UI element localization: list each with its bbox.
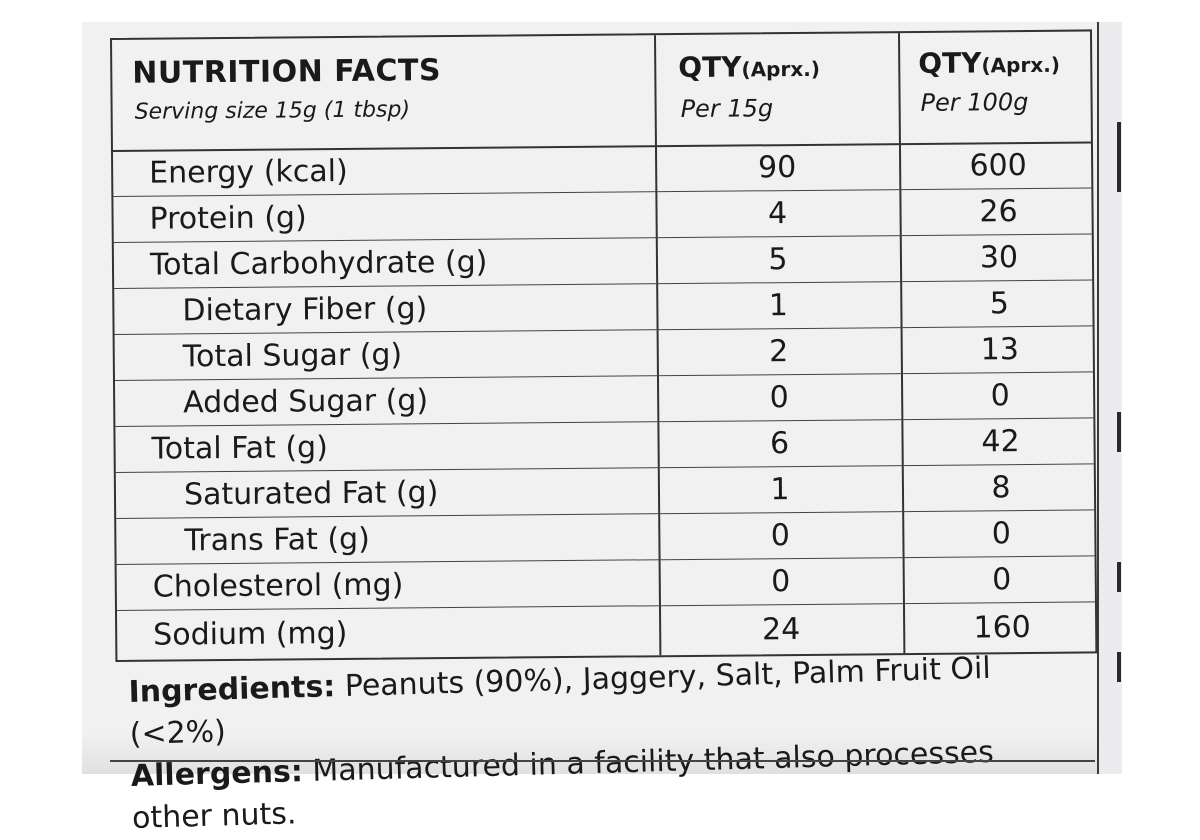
value-per-100g: 42	[981, 423, 1020, 459]
nutrient-name: Added Sugar (g)	[183, 382, 429, 420]
nutrient-name: Energy (kcal)	[149, 153, 348, 191]
table-header: NUTRITION FACTS Serving size 15g (1 tbsp…	[112, 31, 1091, 152]
value-per-100g: 0	[991, 515, 1012, 551]
value-per-100g: 600	[969, 147, 1027, 184]
nutrient-name: Trans Fat (g)	[184, 521, 370, 558]
value-per-100g: 0	[992, 561, 1012, 597]
value-per-100g: 8	[991, 469, 1011, 505]
nutrient-name: Sodium (mg)	[153, 615, 348, 653]
value-per-15g: 24	[761, 611, 801, 647]
value-per-15g: 1	[770, 471, 790, 507]
value-per-15g: 6	[769, 425, 790, 461]
serving-size: Serving size 15g (1 tbsp)	[134, 97, 411, 125]
qty-note: (Aprx.)	[981, 52, 1060, 78]
column-subheader-per-15g: Per 15g	[680, 94, 774, 124]
qty-label: QTY	[678, 50, 742, 85]
column-header-per-100g: QTY(Aprx.)	[918, 46, 1060, 80]
value-per-100g: 0	[990, 377, 1010, 413]
ingredients-label: Ingredients:	[128, 669, 336, 710]
nutrient-name: Total Sugar (g)	[182, 336, 403, 374]
nutrient-name: Dietary Fiber (g)	[182, 290, 428, 328]
label-footer: Ingredients: Peanuts (90%), Jaggery, Sal…	[128, 646, 1072, 840]
label-sheet	[82, 22, 1120, 774]
nutrient-name: Saturated Fat (g)	[183, 474, 439, 512]
value-per-100g: 26	[979, 193, 1018, 229]
value-per-15g: 90	[757, 149, 797, 185]
value-per-100g: 13	[980, 331, 1019, 367]
nutrient-name: Total Fat (g)	[151, 429, 328, 467]
adjacent-label-edge	[1097, 22, 1122, 774]
value-per-100g: 160	[973, 609, 1031, 645]
qty-note: (Aprx.)	[741, 56, 821, 82]
value-per-15g: 4	[767, 195, 788, 231]
value-per-100g: 5	[989, 285, 1010, 321]
column-subheader-per-100g: Per 100g	[920, 87, 1029, 117]
column-header-per-serving: QTY(Aprx.)	[678, 50, 820, 84]
value-per-15g: 0	[770, 517, 791, 553]
value-per-15g: 1	[768, 287, 789, 323]
value-per-15g: 5	[768, 241, 788, 277]
nutrient-name: Protein (g)	[149, 199, 307, 237]
nutrition-facts-table: NUTRITION FACTS Serving size 15g (1 tbsp…	[110, 29, 1098, 662]
nutrient-name: Cholesterol (mg)	[152, 566, 404, 605]
value-per-15g: 0	[769, 379, 789, 415]
qty-label: QTY	[918, 46, 982, 80]
value-per-15g: 2	[769, 333, 789, 369]
nutrient-name: Total Carbohydrate (g)	[149, 244, 488, 283]
value-per-15g: 0	[771, 563, 791, 599]
table-title: NUTRITION FACTS	[132, 53, 442, 91]
value-per-100g: 30	[979, 239, 1019, 275]
divider	[110, 760, 1095, 762]
